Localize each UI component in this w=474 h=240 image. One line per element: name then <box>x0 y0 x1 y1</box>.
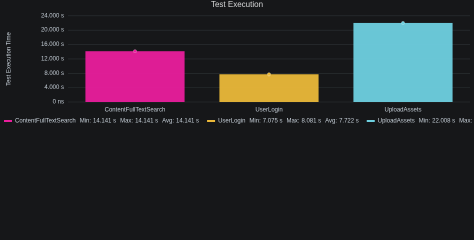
legend-stat-value: 7.075 s <box>263 119 283 125</box>
legend-stat-value: 7.722 s <box>339 119 359 125</box>
y-tick-label: 4.000 s <box>44 85 64 91</box>
legend-stat-name: Avg: <box>162 119 174 125</box>
legend-stat-name: Avg: <box>325 119 337 125</box>
legend-stat-value: 14.141 s <box>135 119 158 125</box>
y-tick-label: 12.000 s <box>41 56 64 62</box>
x-tick-label: UserLogin <box>255 108 282 114</box>
bar <box>353 22 453 102</box>
legend-stat-value: 14.141 s <box>176 119 199 125</box>
legend-label: UserLogin <box>218 119 245 125</box>
legend-stat-name: Min: <box>249 119 261 125</box>
y-tick-label: 24.000 s <box>41 13 64 19</box>
legend-stat-value: 8.081 s <box>301 119 321 125</box>
legend-stat-value: 14.141 s <box>93 119 116 125</box>
legend-stat-name: Min: <box>80 119 92 125</box>
avg-dot <box>267 72 271 77</box>
bar <box>85 51 185 102</box>
avg-dot <box>401 21 405 25</box>
legend-stat-name: Max: <box>459 119 472 125</box>
y-tick-label: 8.000 s <box>44 71 64 77</box>
chart: Test Execution Test Execution Time 0 ns 4… <box>4 0 473 125</box>
legend-stat-value: 22.008 s <box>432 119 455 125</box>
legend-label: ContentFullTextSearch <box>15 119 76 125</box>
y-tick-label: 0 ns <box>53 100 64 106</box>
x-tick-label: UploadAssets <box>384 108 421 114</box>
x-tick-label: ContentFullTextSearch <box>105 108 166 114</box>
legend-stat-name: Max: <box>120 119 133 125</box>
avg-dot <box>133 49 137 54</box>
legend-stat-name: Min: <box>419 119 431 125</box>
y-tick-label: 20.000 s <box>41 28 64 34</box>
bar <box>219 74 319 102</box>
chart-title: Test Execution <box>211 0 263 9</box>
y-tick-label: 16.000 s <box>41 42 64 48</box>
legend-stat-name: Max: <box>286 119 299 125</box>
legend-label: UploadAssets <box>378 119 415 125</box>
y-axis-label: Test Execution Time <box>7 31 13 85</box>
